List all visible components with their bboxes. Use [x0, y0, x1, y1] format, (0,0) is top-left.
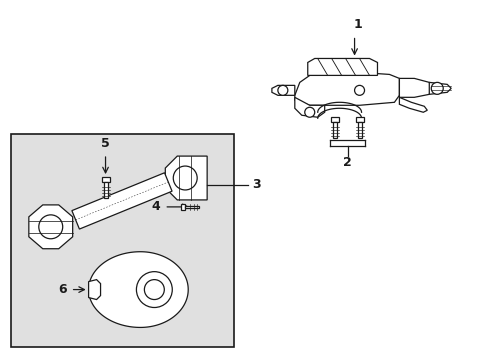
Polygon shape — [357, 122, 361, 138]
Polygon shape — [102, 177, 109, 182]
Text: 4: 4 — [151, 201, 160, 213]
Polygon shape — [165, 156, 207, 200]
Circle shape — [136, 272, 172, 307]
Text: 2: 2 — [343, 156, 351, 168]
Polygon shape — [399, 78, 430, 97]
Text: 3: 3 — [251, 179, 260, 192]
Polygon shape — [399, 97, 427, 112]
Polygon shape — [355, 117, 363, 122]
Polygon shape — [185, 206, 199, 208]
Polygon shape — [307, 58, 377, 75]
Polygon shape — [181, 204, 185, 210]
Polygon shape — [332, 122, 336, 138]
Circle shape — [173, 166, 197, 190]
Polygon shape — [29, 205, 73, 249]
Polygon shape — [428, 82, 450, 94]
Circle shape — [277, 85, 287, 95]
Polygon shape — [11, 134, 234, 347]
Circle shape — [304, 107, 314, 117]
Text: 5: 5 — [101, 137, 110, 150]
Polygon shape — [330, 117, 338, 122]
Polygon shape — [271, 85, 294, 95]
Text: 6: 6 — [58, 283, 66, 296]
Polygon shape — [88, 252, 188, 328]
Polygon shape — [72, 173, 172, 229]
Polygon shape — [294, 97, 324, 117]
Polygon shape — [103, 182, 107, 198]
Circle shape — [144, 280, 164, 300]
Circle shape — [354, 85, 364, 95]
Text: 1: 1 — [352, 18, 361, 31]
Polygon shape — [88, 280, 101, 300]
Circle shape — [39, 215, 62, 239]
Circle shape — [430, 82, 442, 94]
Polygon shape — [294, 72, 399, 105]
